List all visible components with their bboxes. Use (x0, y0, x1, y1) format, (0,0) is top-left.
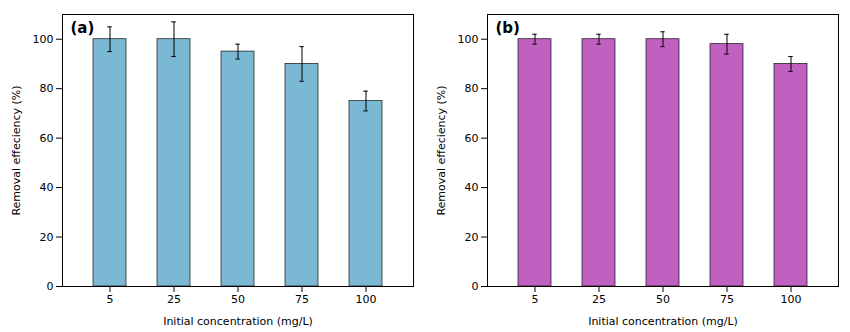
svg-text:75: 75 (295, 293, 309, 306)
svg-text:Initial concentration (mg/L): Initial concentration (mg/L) (163, 315, 313, 328)
svg-text:25: 25 (167, 293, 181, 306)
svg-text:80: 80 (465, 82, 479, 95)
svg-text:100: 100 (33, 33, 54, 46)
svg-text:40: 40 (465, 181, 479, 194)
svg-text:Initial concentration (mg/L): Initial concentration (mg/L) (588, 315, 738, 328)
svg-text:80: 80 (40, 82, 54, 95)
svg-text:5: 5 (532, 293, 539, 306)
svg-text:100: 100 (458, 33, 479, 46)
svg-text:50: 50 (231, 293, 245, 306)
svg-text:40: 40 (40, 181, 54, 194)
svg-text:25: 25 (592, 293, 606, 306)
svg-text:100: 100 (356, 293, 377, 306)
svg-text:60: 60 (40, 132, 54, 145)
svg-text:60: 60 (465, 132, 479, 145)
svg-text:20: 20 (465, 231, 479, 244)
svg-text:0: 0 (47, 280, 54, 293)
svg-text:100: 100 (781, 293, 802, 306)
svg-text:0: 0 (472, 280, 479, 293)
svg-text:5: 5 (107, 293, 114, 306)
svg-text:20: 20 (40, 231, 54, 244)
svg-text:(b): (b) (496, 19, 520, 37)
svg-text:Removal effeciency (%): Removal effeciency (%) (10, 85, 23, 215)
svg-text:50: 50 (656, 293, 670, 306)
svg-text:Removal effeciency (%): Removal effeciency (%) (435, 85, 448, 215)
svg-text:75: 75 (720, 293, 734, 306)
svg-text:(a): (a) (71, 19, 95, 37)
